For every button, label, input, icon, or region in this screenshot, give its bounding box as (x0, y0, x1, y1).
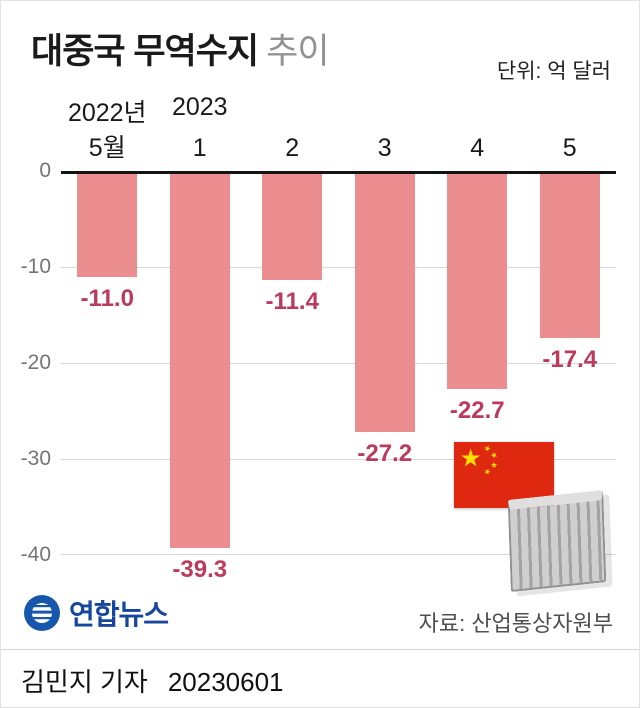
bar (77, 171, 138, 277)
chart-plot: 0 -10 -20 -30 -40 -11.0 -39.3 -11.4 -27.2 -22.7 -1… (21, 159, 616, 583)
y-axis-tick-label: -40 (20, 543, 51, 566)
x-axis-category-label: 1 (192, 134, 207, 162)
gridline (61, 363, 616, 364)
x-axis-category-label: 5월 (88, 134, 126, 162)
unit-label: 단위: 억 달러 (496, 60, 611, 83)
bar (262, 171, 323, 281)
yonhap-logo-icon (24, 595, 60, 631)
byline-date: 20230601 (167, 667, 284, 697)
gridline (61, 267, 616, 268)
x-axis-category-label: 4 (470, 134, 485, 162)
bar (539, 171, 600, 339)
x-axis-category-label: 5 (562, 134, 577, 162)
gridline (61, 459, 616, 460)
x-axis-category-row: 5월 1 2 3 4 5 (61, 129, 616, 167)
x-axis-category-label: 3 (377, 134, 392, 162)
footer-divider (1, 649, 639, 650)
year-label: 2022년 (67, 99, 147, 127)
bar-value-label: -22.7 (449, 396, 505, 424)
bar (447, 171, 508, 389)
zero-axis-line (61, 171, 616, 174)
agency-logo: 연합뉴스 (23, 593, 169, 633)
year-label-row: 2022년 2023 (61, 93, 616, 127)
bar-value-label: -27.2 (357, 440, 413, 468)
bar-value-label: -17.4 (542, 346, 598, 374)
shipping-container-icon (507, 489, 607, 593)
title-suffix: 추이 (266, 32, 329, 71)
page-title: 대중국 무역수지 추이 (31, 23, 330, 74)
y-axis-tick-label: 0 (39, 159, 51, 182)
gridline (61, 554, 616, 555)
bar (354, 171, 415, 433)
y-axis-tick-label: -30 (20, 447, 51, 470)
byline-reporter: 김민지 기자 (21, 667, 148, 697)
bar-value-label: -39.3 (172, 556, 228, 584)
agency-name: 연합뉴스 (69, 599, 169, 630)
source-credit: 자료: 산업통상자원부 (418, 611, 613, 636)
x-axis-category-label: 2 (285, 134, 300, 162)
y-axis-tick-label: -10 (20, 255, 51, 278)
bar-value-label: -11.4 (265, 288, 319, 316)
bar-value-label: -11.0 (80, 284, 134, 312)
byline: 김민지 기자 20230601 (21, 662, 284, 699)
y-axis-tick-label: -20 (20, 351, 51, 374)
year-label: 2023 (171, 93, 228, 121)
bar (169, 171, 230, 549)
title-main: 대중국 무역수지 (31, 32, 259, 71)
